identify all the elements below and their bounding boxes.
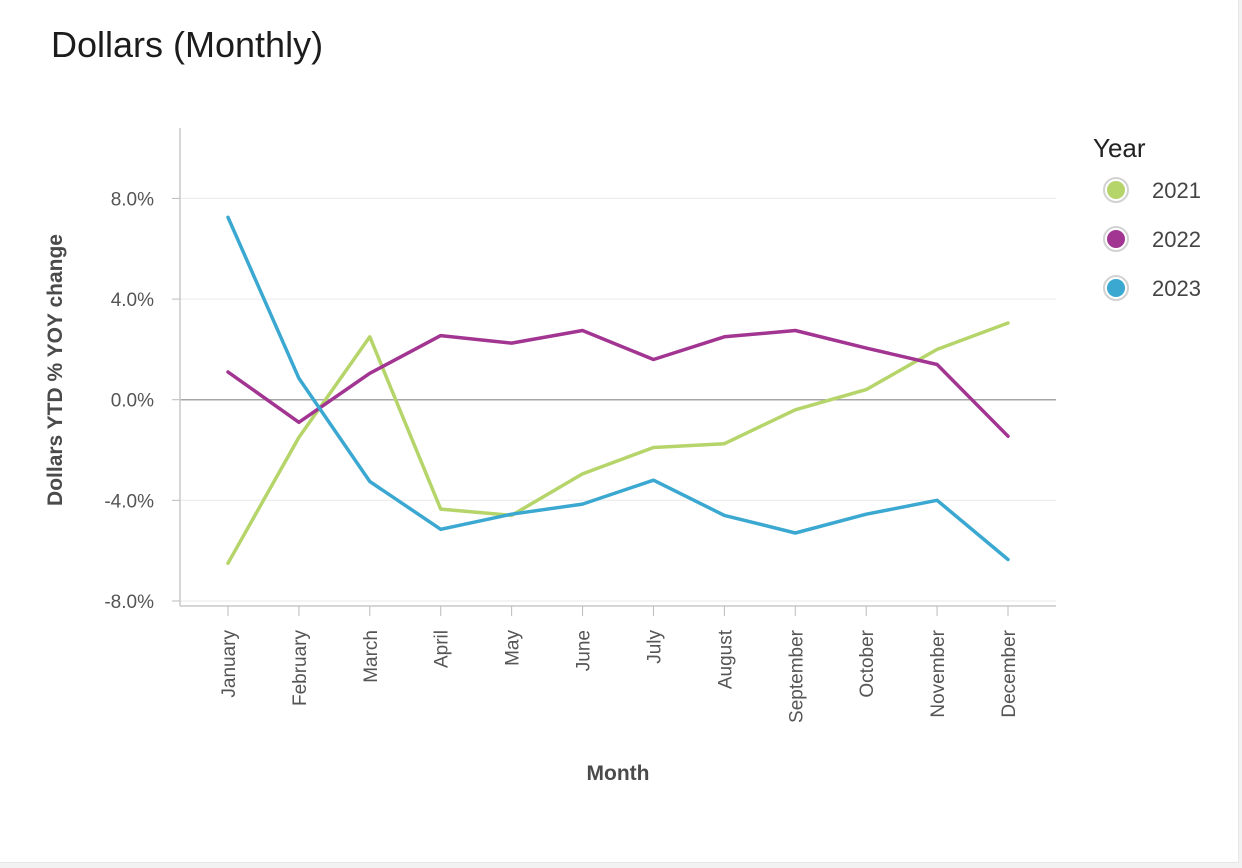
x-axis-title: Month — [587, 762, 650, 785]
x-tick-label: December — [999, 629, 1020, 717]
x-tick-label: February — [290, 630, 311, 707]
series-line-2023 — [226, 215, 1010, 562]
y-tick-labels: 8.0% 4.0% 0.0% -4.0% -8.0% — [104, 189, 154, 613]
y-tick-label: 0.0% — [111, 391, 154, 412]
legend-label: 2022 — [1152, 227, 1201, 252]
x-tick-label: January — [219, 630, 240, 698]
y-tick-label: 8.0% — [111, 189, 154, 210]
series-lines — [226, 215, 1010, 565]
x-tick-label: September — [786, 629, 807, 723]
legend: Year 2021 2022 2023 — [1093, 133, 1201, 301]
x-tick-label: June — [574, 630, 595, 671]
x-tick-label: May — [503, 630, 524, 666]
legend-label: 2021 — [1152, 178, 1201, 203]
y-tick-label: 4.0% — [111, 290, 154, 311]
legend-item-2023: 2023 — [1103, 275, 1201, 301]
x-tick-label: August — [715, 629, 736, 689]
x-tick-label: October — [857, 629, 878, 697]
x-tick-label: March — [361, 630, 382, 683]
series-line-2021 — [226, 321, 1010, 565]
y-tick-label: -4.0% — [104, 491, 154, 512]
x-tick-label: July — [644, 630, 665, 664]
chart-title: Dollars (Monthly) — [51, 24, 324, 65]
legend-swatch — [1107, 279, 1125, 297]
y-tick-label: -8.0% — [104, 592, 154, 613]
axes — [179, 128, 1056, 616]
y-axis-title: Dollars YTD % YOY change — [44, 234, 67, 506]
legend-item-2021: 2021 — [1103, 177, 1201, 203]
legend-label: 2023 — [1152, 276, 1201, 301]
legend-swatch — [1107, 230, 1125, 248]
legend-item-2022: 2022 — [1103, 226, 1201, 252]
gridlines — [172, 197, 1056, 602]
legend-title: Year — [1093, 133, 1146, 163]
series-line-2022 — [226, 328, 1010, 438]
x-tick-label: November — [928, 629, 949, 717]
x-tick-labels: January February March April May June July Augu… — [219, 629, 1020, 723]
legend-swatch — [1107, 181, 1125, 199]
x-tick-label: April — [432, 630, 453, 668]
